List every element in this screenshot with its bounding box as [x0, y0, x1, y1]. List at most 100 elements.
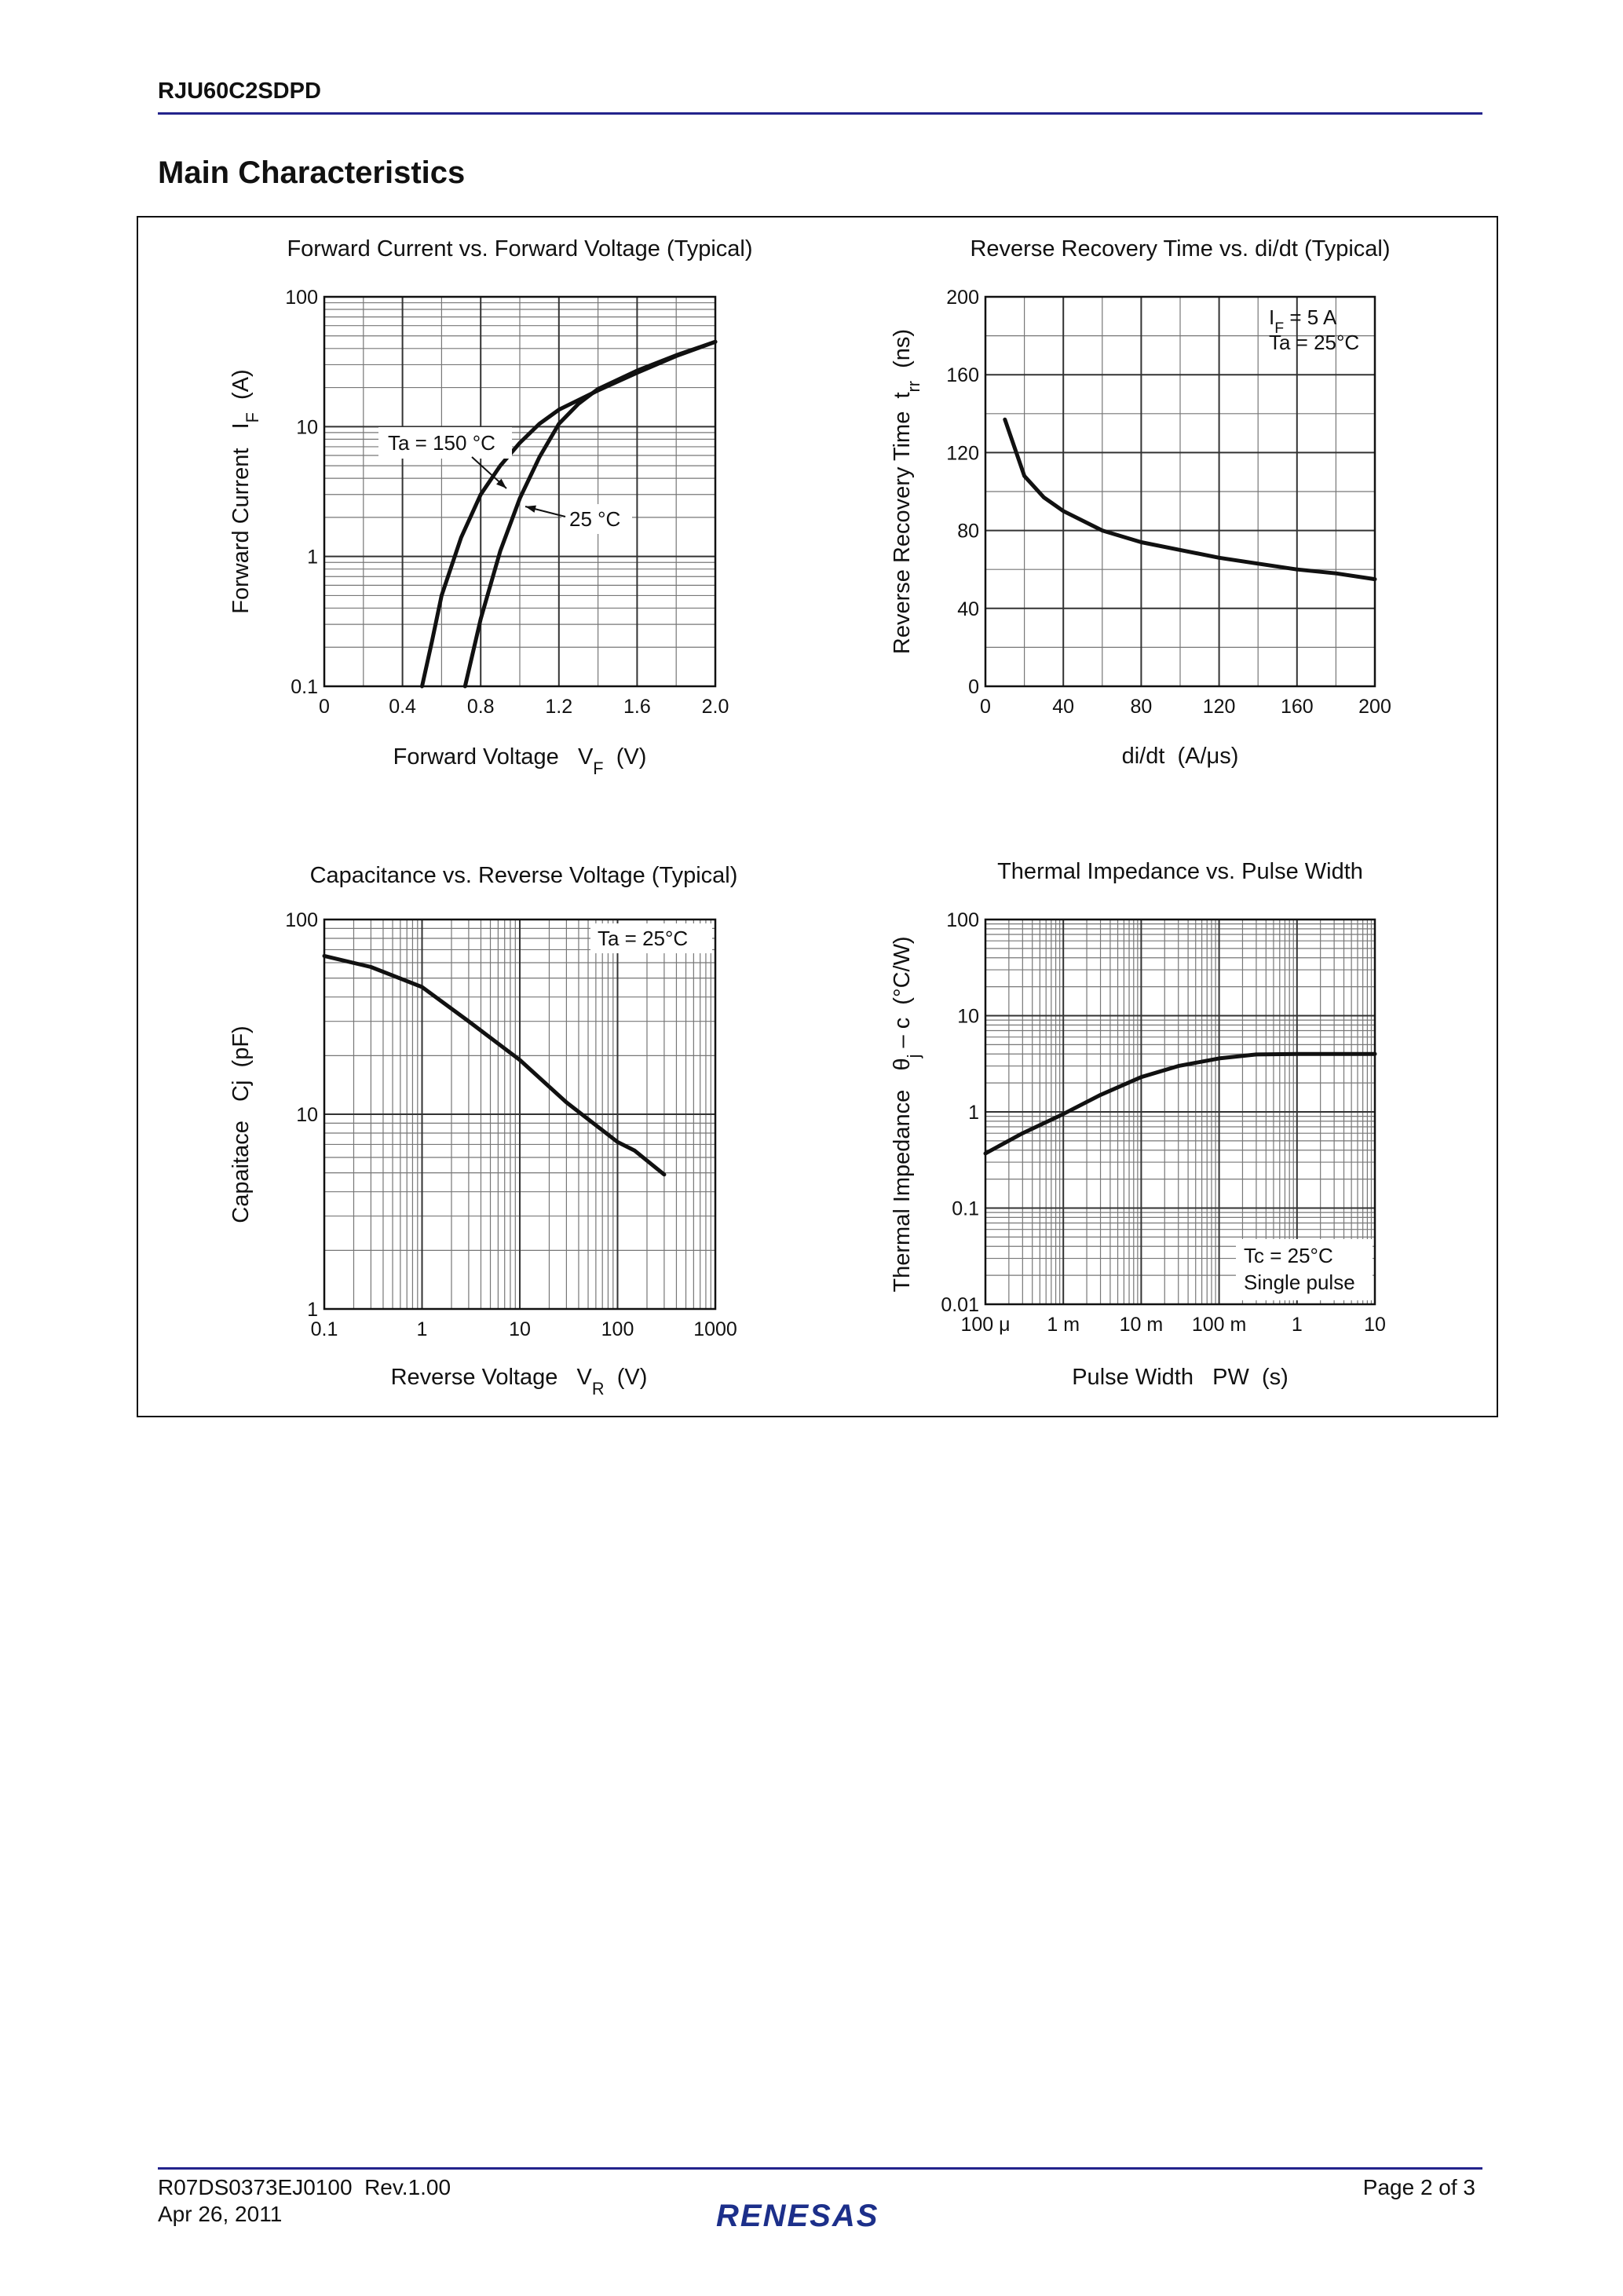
y-tick-label: 1: [307, 547, 318, 569]
subscript: j: [904, 1055, 923, 1059]
x-tick-label: 2.0: [702, 696, 729, 718]
y-tick-label: 0.1: [291, 676, 318, 698]
annotation-box: [590, 923, 712, 953]
subscript: F: [243, 412, 262, 422]
x-tick-label: 10: [509, 1318, 531, 1340]
doc-number: R07DS0373EJ0100 Rev.1.00: [158, 2175, 451, 2199]
y-tick-label: 1: [307, 1299, 318, 1321]
x-tick-label: 100 μ: [960, 1314, 1010, 1336]
logo: RENESAS: [716, 2199, 879, 2233]
x-tick-label: 1: [417, 1318, 428, 1340]
plot-border: [323, 918, 717, 1311]
y-tick-label: 10: [296, 1104, 318, 1126]
x-tick-label: 0.8: [467, 696, 495, 718]
x-tick-label: 80: [1130, 696, 1152, 718]
y-tick-label: 0: [968, 676, 979, 698]
x-tick-label: 100: [601, 1318, 634, 1340]
page-number: Page 2 of 3: [1362, 2175, 1475, 2199]
part-number: RJU60C2SDPD: [158, 79, 321, 104]
text-part: Forward Voltage V: [393, 744, 594, 770]
chart-title: Capacitance vs. Reverse Voltage (Typical…: [310, 863, 738, 888]
x-tick-label: 1.2: [545, 696, 572, 718]
curve: [322, 953, 667, 1177]
y-tick-label: 0.01: [941, 1294, 979, 1316]
x-tick-label: 40: [1052, 696, 1074, 718]
y-tick-label: 1: [968, 1102, 979, 1124]
text-part: (A): [228, 369, 254, 412]
y-tick-label: 40: [957, 598, 979, 620]
header-rule: [158, 112, 1482, 115]
curve: [1003, 417, 1377, 582]
arrow-head: [496, 478, 506, 488]
plot-border: [323, 295, 717, 688]
x-axis-label: Forward Voltage VF (V): [393, 744, 647, 778]
y-axis-label: Forward Current IF (A): [228, 369, 262, 613]
text-part: Thermal Impedance θ: [890, 1058, 915, 1292]
y-axis-label: Reverse Recovery Time trr (ns): [890, 329, 923, 654]
subscript: F: [1274, 320, 1284, 337]
text-part: Reverse Recovery Time t: [890, 392, 915, 654]
x-axis-label: di/dt (A/μs): [1122, 744, 1239, 769]
annotation-box: [561, 504, 632, 534]
curve: [462, 339, 718, 689]
subscript: rr: [904, 381, 923, 393]
x-tick-label: 0.4: [389, 696, 416, 718]
x-tick-label: 10 m: [1120, 1314, 1164, 1336]
x-tick-label: 160: [1281, 696, 1314, 718]
x-tick-label: 120: [1203, 696, 1236, 718]
text-part: – c (°C/W): [890, 936, 915, 1054]
annotation: 25 °C: [569, 507, 620, 531]
text-part: Reverse Voltage V: [391, 1365, 593, 1390]
y-tick-label: 100: [285, 287, 318, 309]
y-axis-label: Capaitace Cj (pF): [228, 1026, 254, 1223]
x-tick-label: 1000: [693, 1318, 737, 1340]
y-tick-label: 160: [946, 364, 979, 386]
chart-frame: [137, 216, 1498, 1417]
annotation: Ta = 25°C: [598, 927, 688, 950]
chart-title: Thermal Impedance vs. Pulse Width: [997, 859, 1363, 884]
x-tick-label: 0.1: [311, 1318, 338, 1340]
x-tick-label: 10: [1364, 1314, 1386, 1336]
subscript: F: [593, 759, 603, 778]
y-tick-label: 10: [296, 416, 318, 438]
text-part: (V): [605, 1365, 648, 1390]
x-tick-label: 100 m: [1192, 1314, 1246, 1336]
annotation: Tc = 25°C: [1244, 1244, 1333, 1267]
chart-title: Forward Current vs. Forward Voltage (Typ…: [287, 236, 752, 261]
y-tick-label: 120: [946, 442, 979, 464]
text-part: I: [1269, 305, 1274, 329]
text-part: Forward Current I: [228, 422, 254, 613]
y-tick-label: 100: [285, 909, 318, 931]
x-tick-label: 1.6: [623, 696, 651, 718]
x-tick-label: 200: [1358, 696, 1391, 718]
x-axis-label: Reverse Voltage VR (V): [391, 1365, 648, 1398]
annotation-box: [1236, 1239, 1373, 1300]
date: Apr 26, 2011: [158, 2202, 283, 2226]
annotation: Ta = 150 °C: [388, 431, 495, 455]
annotation: Single pulse: [1244, 1270, 1355, 1294]
y-tick-label: 100: [946, 909, 979, 931]
plot-border: [984, 918, 1376, 1306]
x-tick-label: 1: [1292, 1314, 1303, 1336]
x-tick-label: 0: [980, 696, 991, 718]
text-part: = 5 A: [1284, 305, 1337, 329]
x-tick-label: 1 m: [1047, 1314, 1080, 1336]
arrow-head: [525, 505, 536, 513]
chart-title: Reverse Recovery Time vs. di/dt (Typical…: [970, 236, 1390, 261]
footer-rule: [158, 2167, 1482, 2170]
annotation: IF = 5 A: [1269, 305, 1337, 337]
text-part: (ns): [890, 329, 915, 381]
text-part: (V): [604, 744, 647, 770]
annotation-box: [378, 427, 512, 459]
plot-border: [984, 295, 1376, 688]
y-tick-label: 0.1: [952, 1198, 979, 1220]
y-axis-label: Thermal Impedance θj – c (°C/W): [890, 936, 923, 1292]
annotation: Ta = 25°C: [1269, 331, 1359, 354]
subscript: R: [592, 1379, 605, 1398]
x-axis-label: Pulse Width PW (s): [1072, 1365, 1289, 1390]
y-tick-label: 200: [946, 287, 979, 309]
y-tick-label: 10: [957, 1006, 979, 1028]
section-title: Main Characteristics: [158, 155, 466, 190]
